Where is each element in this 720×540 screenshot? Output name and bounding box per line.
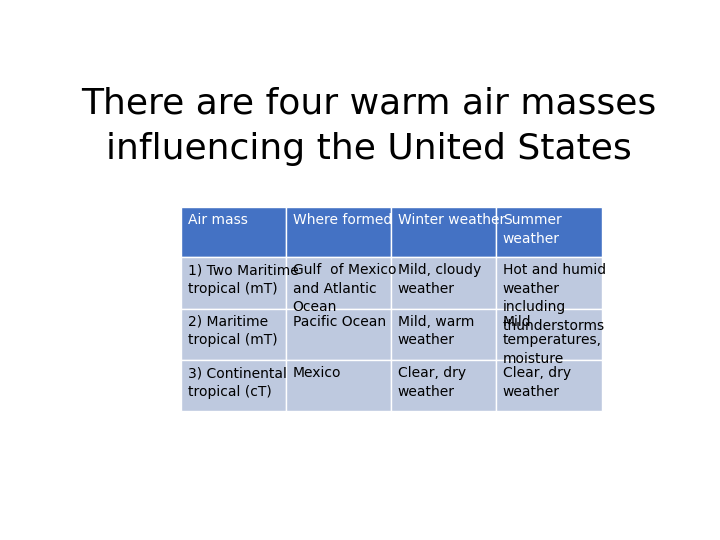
- Bar: [392, 309, 497, 360]
- Text: influencing the United States: influencing the United States: [106, 132, 632, 166]
- Bar: [392, 257, 497, 309]
- Text: Gulf  of Mexico
and Atlantic
Ocean: Gulf of Mexico and Atlantic Ocean: [292, 264, 396, 314]
- Bar: [287, 309, 392, 360]
- Bar: [287, 207, 392, 257]
- Bar: [497, 309, 601, 360]
- Text: Mexico: Mexico: [292, 366, 341, 380]
- Text: Mild
temperatures,
moisture: Mild temperatures, moisture: [503, 315, 602, 366]
- Text: 3) Continental
tropical (cT): 3) Continental tropical (cT): [188, 366, 287, 399]
- Bar: [392, 207, 497, 257]
- Text: Where formed: Where formed: [292, 213, 392, 227]
- Text: Clear, dry
weather: Clear, dry weather: [503, 366, 571, 399]
- Text: 2) Maritime
tropical (mT): 2) Maritime tropical (mT): [188, 315, 277, 347]
- Bar: [181, 207, 287, 257]
- Bar: [497, 257, 601, 309]
- Text: Air mass: Air mass: [188, 213, 248, 227]
- Text: Winter weather: Winter weather: [397, 213, 505, 227]
- Text: Hot and humid
weather
including
thunderstorms: Hot and humid weather including thunders…: [503, 264, 606, 333]
- Text: Pacific Ocean: Pacific Ocean: [292, 315, 386, 329]
- Text: 1) Two Maritime
tropical (mT): 1) Two Maritime tropical (mT): [188, 264, 298, 296]
- Text: Mild, cloudy
weather: Mild, cloudy weather: [397, 264, 481, 296]
- Bar: [181, 360, 287, 411]
- Text: Clear, dry
weather: Clear, dry weather: [397, 366, 466, 399]
- Bar: [287, 257, 392, 309]
- Bar: [287, 360, 392, 411]
- Bar: [392, 360, 497, 411]
- Text: Mild, warm
weather: Mild, warm weather: [397, 315, 474, 347]
- Text: Summer
weather: Summer weather: [503, 213, 562, 246]
- Bar: [497, 207, 601, 257]
- Bar: [497, 360, 601, 411]
- Bar: [181, 309, 287, 360]
- Bar: [181, 257, 287, 309]
- Text: There are four warm air masses: There are four warm air masses: [81, 86, 657, 120]
